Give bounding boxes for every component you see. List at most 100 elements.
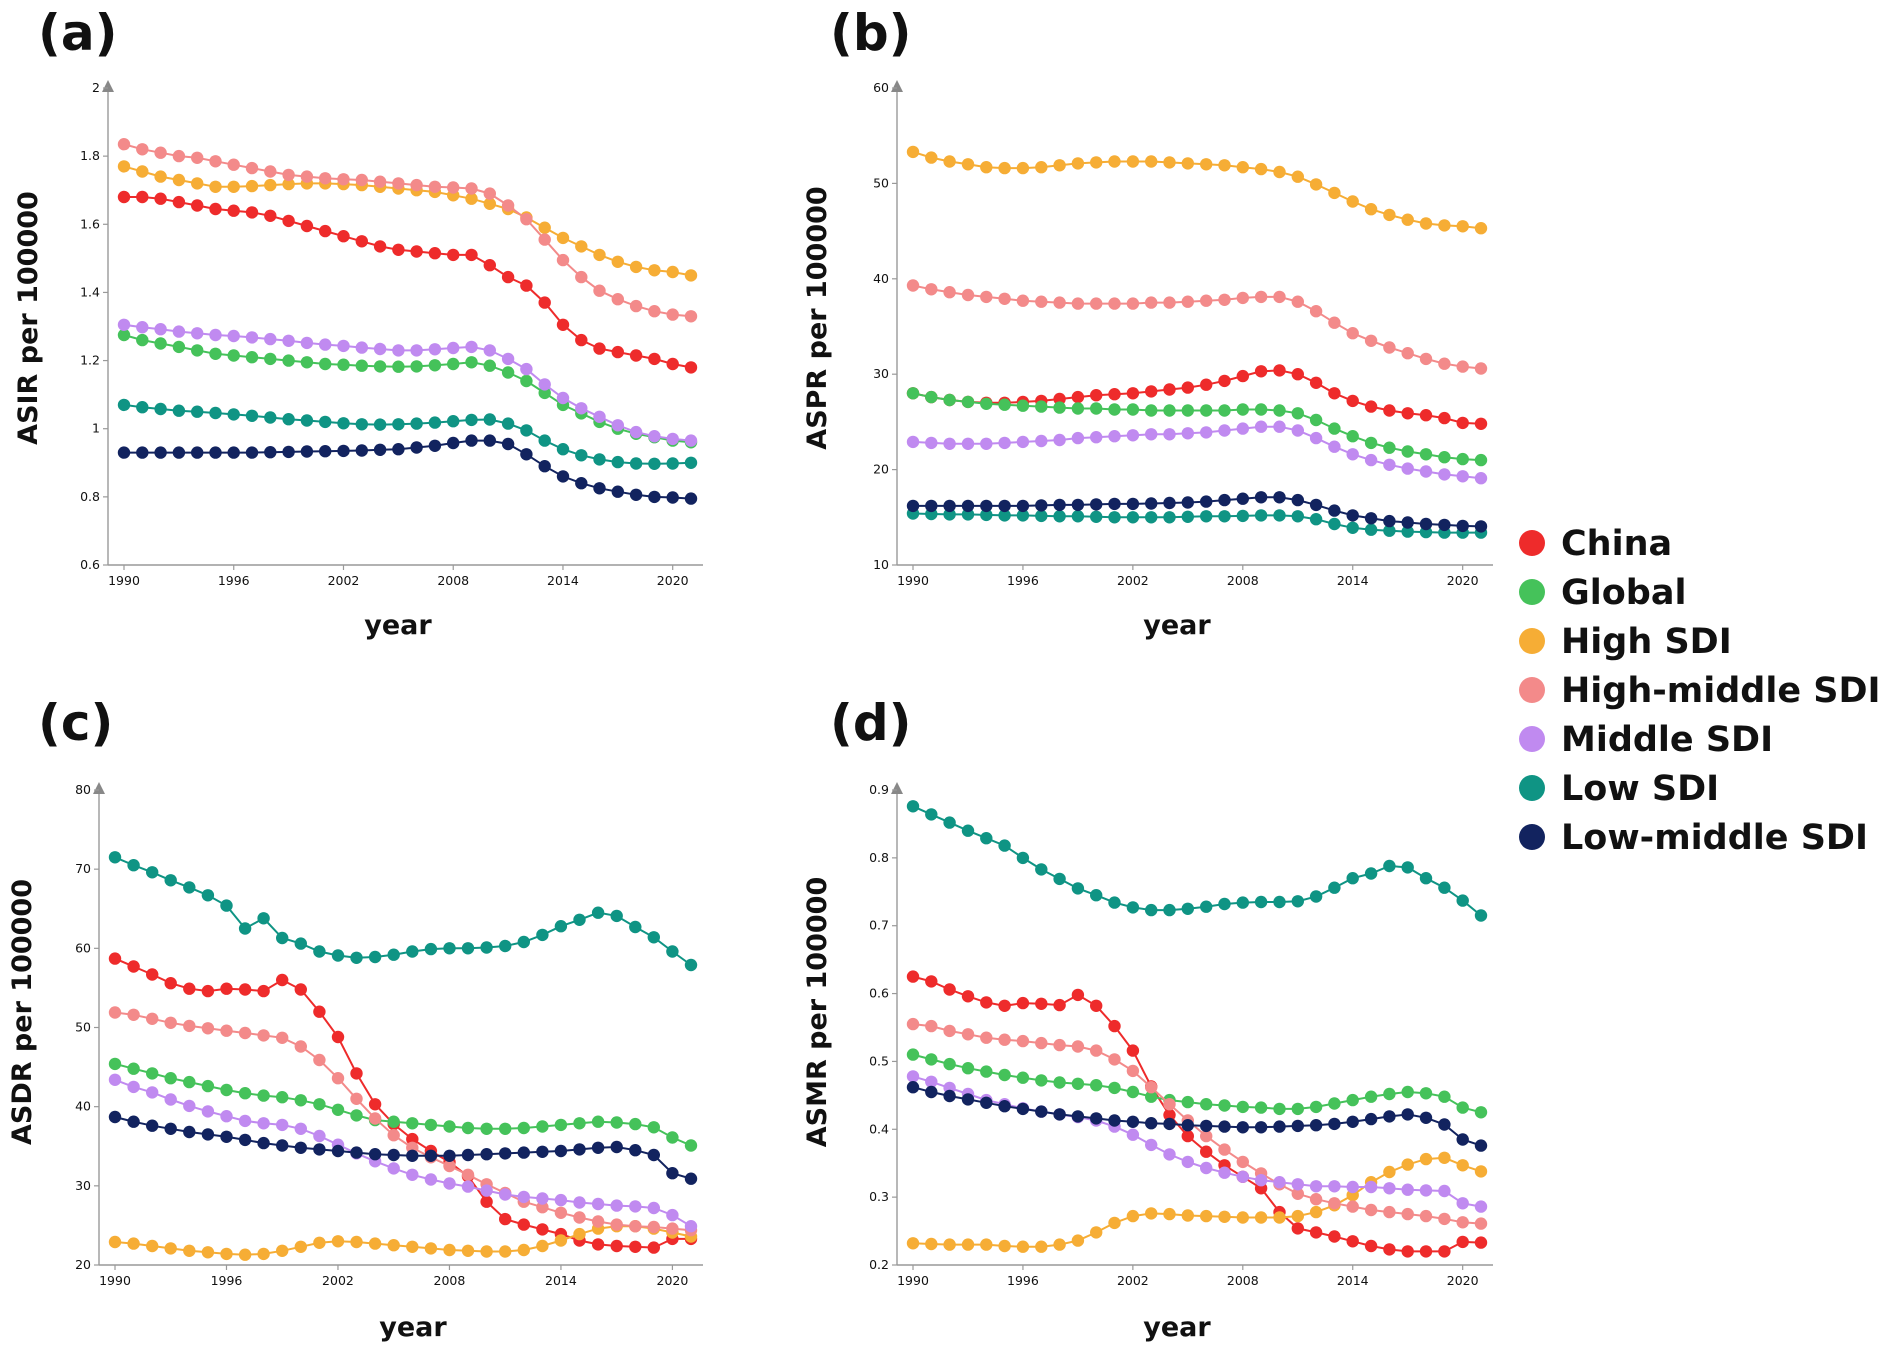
panel-c-point-china — [108, 952, 122, 965]
panel-a-point-low-sdi — [447, 415, 460, 428]
panel-b-point-global — [1438, 451, 1451, 464]
panel-c-point-high-sdi — [480, 1245, 493, 1258]
panel-d-point-low-sdi — [1254, 895, 1268, 909]
panel-b-point-middle-sdi — [906, 435, 920, 449]
panel-d-point-low-middle-sdi — [943, 1089, 956, 1103]
panel-c-series-high-sdi — [108, 1220, 698, 1261]
panel-a-y-tick-label: 1.8 — [80, 148, 100, 163]
panel-a-point-low-middle-sdi — [227, 446, 240, 459]
panel-a-y-tick-label: 1 — [92, 421, 100, 436]
panel-a-point-middle-sdi — [611, 419, 624, 432]
panel-d-point-low-middle-sdi — [1200, 1119, 1213, 1133]
panel-b-point-middle-sdi — [1346, 448, 1359, 461]
legend: China Global High SDI High-middle SDI Mi… — [1519, 524, 1881, 858]
panel-c-point-low-sdi — [350, 951, 363, 964]
panel-c-point-middle-sdi — [238, 1114, 252, 1128]
panel-b-point-high-middle-sdi — [1016, 294, 1030, 307]
panel-a-point-global — [373, 360, 387, 373]
panel-a-point-high-middle-sdi — [319, 172, 332, 185]
panel-b-point-high-sdi — [1401, 213, 1414, 226]
panel-b-point-low-middle-sdi — [998, 499, 1011, 513]
panel-a-point-high-middle-sdi — [154, 146, 167, 159]
panel-b-point-high-middle-sdi — [925, 283, 938, 296]
panel-b-point-china — [1346, 394, 1359, 408]
panel-b-point-low-sdi — [1071, 510, 1085, 523]
panel-d-point-global — [943, 1057, 956, 1071]
panel-d-point-low-middle-sdi — [1108, 1114, 1121, 1127]
panel-b-point-global — [998, 398, 1011, 411]
panel-b-point-high-middle-sdi — [1291, 295, 1305, 308]
panel-c-x-tick-label: 2020 — [657, 1273, 689, 1288]
panel-d-point-global — [1254, 1101, 1268, 1114]
panel-b-point-low-sdi — [1108, 511, 1121, 524]
panel-c-point-high-middle-sdi — [313, 1053, 326, 1067]
panel-b-point-low-middle-sdi — [1401, 516, 1414, 529]
panel-c-point-middle-sdi — [684, 1220, 698, 1233]
panel-c-point-high-sdi — [276, 1244, 289, 1258]
panel-d-point-high-middle-sdi — [943, 1024, 956, 1038]
panel-c-point-high-middle-sdi — [331, 1072, 345, 1085]
panel-b-x-tick-label: 2020 — [1447, 573, 1479, 588]
panel-a-point-low-middle-sdi — [556, 470, 570, 483]
panel-c-point-high-sdi — [220, 1247, 233, 1261]
panel-a-point-high-sdi — [209, 180, 222, 193]
panel-c-point-high-sdi — [294, 1240, 307, 1254]
panel-b-x-tick-label: 1990 — [897, 573, 929, 588]
panel-d-y-axis-title: ASMR per 100000 — [802, 877, 833, 1147]
panel-b-point-china — [1053, 392, 1066, 406]
panel-c-point-low-middle-sdi — [517, 1146, 530, 1159]
panel-d-point-global — [1364, 1090, 1378, 1103]
panel-c-point-middle-sdi — [629, 1200, 642, 1213]
panel-a-point-china — [593, 342, 606, 355]
panel-a-point-high-sdi — [154, 170, 167, 183]
panel-b-point-china — [1218, 374, 1231, 388]
panel-b-point-middle-sdi — [1163, 428, 1176, 441]
panel-d-point-middle-sdi — [1364, 1180, 1378, 1194]
panel-a-point-low-sdi — [465, 413, 478, 427]
panel-d-point-middle-sdi — [1218, 1166, 1231, 1179]
panel-d-point-low-sdi — [1236, 896, 1250, 909]
panel-a-point-middle-sdi — [245, 331, 259, 344]
panel-c-point-low-sdi — [257, 912, 270, 925]
panel-c-point-high-sdi — [127, 1237, 140, 1250]
panel-a-point-china — [465, 248, 478, 262]
panel-c-point-low-sdi — [499, 939, 512, 953]
panel-d-point-middle-sdi — [1145, 1138, 1158, 1152]
panel-c-point-low-sdi — [294, 937, 307, 950]
panel-d-point-low-middle-sdi — [980, 1096, 993, 1110]
panel-c-point-middle-sdi — [164, 1093, 177, 1106]
panel-d-point-middle-sdi — [1254, 1174, 1268, 1187]
panel-d-point-low-sdi — [1419, 872, 1433, 885]
panel-d-x-tick-label: 2002 — [1117, 1273, 1149, 1288]
panel-c-point-low-middle-sdi — [591, 1141, 605, 1155]
panel-c-point-low-sdi — [183, 881, 196, 894]
panel-c-x-tick-label: 1996 — [211, 1273, 243, 1288]
panel-b-point-china — [1401, 407, 1414, 420]
panel-d-point-high-sdi — [1254, 1211, 1268, 1224]
panel-c-point-high-sdi — [387, 1239, 400, 1252]
panel-b-point-high-sdi — [925, 151, 938, 164]
panel-d-point-low-middle-sdi — [1218, 1120, 1231, 1133]
panel-a-y-tick-label: 2 — [92, 80, 100, 95]
panel-a-point-low-middle-sdi — [666, 491, 679, 504]
panel-c-point-middle-sdi — [276, 1118, 289, 1132]
panel-a-point-china — [428, 247, 442, 260]
panel-d-point-low-sdi — [1328, 881, 1341, 894]
panel-b-point-global — [1053, 401, 1066, 414]
panel-d-point-high-middle-sdi — [906, 1017, 920, 1031]
panel-d-point-china — [1291, 1222, 1305, 1235]
panel-b-point-high-middle-sdi — [1218, 293, 1231, 306]
panel-c-point-global — [238, 1087, 252, 1100]
panel-a-point-high-middle-sdi — [117, 138, 131, 151]
legend-label-china: China — [1561, 524, 1672, 564]
panel-b-point-china — [1438, 411, 1451, 425]
legend-item-global: Global — [1519, 573, 1686, 613]
panel-d-point-low-sdi — [1053, 872, 1066, 886]
panel-c-point-global — [647, 1121, 660, 1134]
panel-a-point-high-sdi — [556, 231, 570, 245]
panel-b-point-china — [1456, 416, 1469, 430]
panel-a-point-china — [373, 240, 387, 253]
panel-c-point-low-sdi — [406, 945, 419, 958]
panel-d-point-low-sdi — [1126, 901, 1140, 914]
panel-d-point-china — [1071, 988, 1085, 1002]
